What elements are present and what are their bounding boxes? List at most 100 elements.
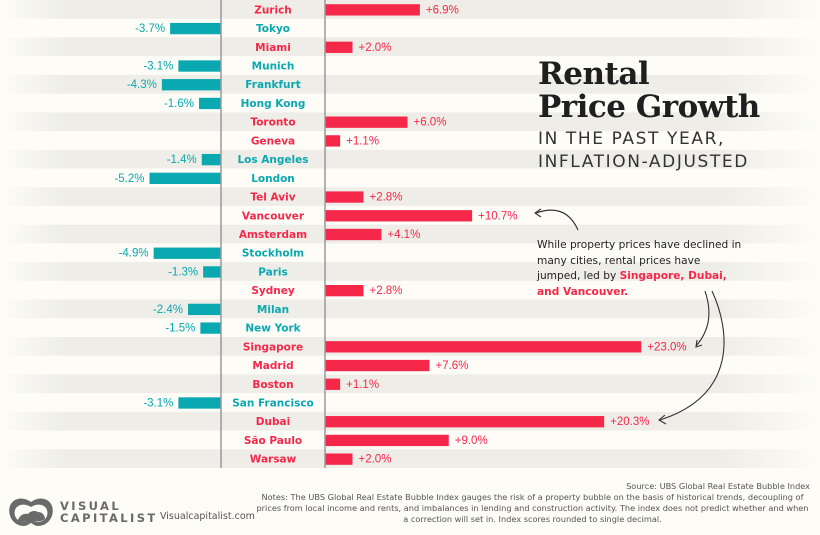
arrow-to-vancouver <box>535 209 579 231</box>
logo-line1: VISUAL <box>60 499 122 513</box>
bar-chart: Zurich Tokyo Miami Munich Frankfurt Hong Kong… <box>0 0 820 468</box>
category-label: São Paulo <box>244 435 302 447</box>
arrowhead-dubai <box>658 414 667 425</box>
annotation-arrows <box>534 208 725 425</box>
category-label: Stockholm <box>242 248 304 260</box>
category-label: Vancouver <box>242 210 305 222</box>
row-stripe <box>0 299 820 319</box>
value-label: -4.3% <box>127 79 157 91</box>
category-label: Warsaw <box>250 454 297 466</box>
category-label: Geneva <box>251 135 295 147</box>
bar-tokyo <box>170 22 221 35</box>
value-label: +10.7% <box>478 210 517 222</box>
bar-tel-aviv <box>325 191 364 203</box>
bar-hong-kong <box>199 97 221 110</box>
value-label: +6.9% <box>426 4 459 16</box>
value-label: +7.6% <box>436 360 469 372</box>
value-label: +4.1% <box>387 229 420 241</box>
value-label: +2.8% <box>370 285 403 297</box>
value-label: +1.1% <box>346 379 379 391</box>
bar-geneva <box>325 135 341 147</box>
bar-stockholm <box>153 247 221 259</box>
chart-title-line2: Price Growth <box>538 89 760 125</box>
category-label: Amsterdam <box>239 229 307 241</box>
value-label: -1.6% <box>164 98 194 110</box>
category-label: Dubai <box>256 416 290 428</box>
category-label: Milan <box>257 304 289 316</box>
category-label: Singapore <box>243 341 303 353</box>
annotation-highlight: Singapore, Dubai, and Vancouver. <box>537 270 727 298</box>
bar-zurich <box>325 4 420 16</box>
annotation: While property prices have declined in m… <box>537 238 742 300</box>
row-stripe <box>0 374 820 394</box>
bar-san-francisco <box>178 397 221 409</box>
category-label: New York <box>245 323 301 335</box>
bar-warsaw <box>325 453 353 465</box>
chart-subtitle-line1: IN THE PAST YEAR, <box>538 129 725 149</box>
bar-munich <box>178 60 221 72</box>
category-label: Madrid <box>252 360 293 372</box>
bar-new-york <box>200 322 221 334</box>
bar-miami <box>325 41 353 53</box>
category-label: Frankfurt <box>245 79 300 91</box>
value-label: +23.0% <box>647 341 686 353</box>
category-label: San Francisco <box>232 397 314 409</box>
chart-subtitle-line2: INFLATION-ADJUSTED <box>538 152 749 172</box>
source-note: Source: UBS Global Real Estate Bubble In… <box>626 481 810 491</box>
value-label: -3.7% <box>135 23 165 35</box>
value-label: -5.2% <box>114 173 144 185</box>
category-label: Tokyo <box>256 23 290 35</box>
bar-los-angeles <box>201 153 221 166</box>
value-label: +2.0% <box>359 454 392 466</box>
website-link[interactable]: Visualcapitalist.com <box>160 511 255 522</box>
arrowhead-vancouver <box>534 208 542 218</box>
notes: Notes: The UBS Global Real Estate Bubble… <box>90 492 810 525</box>
logo-line2: CAPITALIST <box>60 511 158 525</box>
value-labels: +6.9% -3.7% +2.0% -3.1% -4.3% -1.6% +6.0% +1.1%… <box>114 4 686 465</box>
notes-text: Notes: The UBS Global Real Estate Bubble… <box>256 492 809 524</box>
category-label: Sydney <box>251 285 295 297</box>
logo-icon <box>9 498 53 526</box>
value-label: -1.5% <box>165 323 195 335</box>
bar-toronto <box>325 116 408 128</box>
value-label: +2.8% <box>370 192 403 204</box>
chart-title-line1: Rental <box>538 56 650 92</box>
arrow-to-singapore <box>695 290 710 347</box>
category-label: Los Angeles <box>237 154 308 166</box>
category-label: Hong Kong <box>241 98 306 110</box>
annotation-text: While property prices have declined in m… <box>537 239 742 282</box>
row-stripe <box>0 449 820 468</box>
category-label: Boston <box>252 379 293 391</box>
title-block: Rental Price Growth IN THE PAST YEAR, IN… <box>538 58 760 174</box>
category-label: Toronto <box>250 117 295 129</box>
category-label: Zurich <box>254 4 292 16</box>
value-label: -1.3% <box>168 266 198 278</box>
value-label: +6.0% <box>414 117 447 129</box>
bar-frankfurt <box>161 79 221 91</box>
bar-madrid <box>325 359 430 372</box>
visual-capitalist-logo: VISUAL CAPITALIST <box>8 496 158 528</box>
category-label: Munich <box>252 61 295 73</box>
value-label: -2.4% <box>153 304 183 316</box>
row-stripe <box>0 37 820 57</box>
row-stripe <box>0 187 820 206</box>
category-label: London <box>251 173 295 185</box>
arrow-to-dubai <box>659 290 725 421</box>
row-stripe <box>0 224 820 244</box>
bar-amsterdam <box>325 228 382 241</box>
category-label: Miami <box>255 42 291 54</box>
bar-s-o-paulo <box>325 434 449 447</box>
row-stripe <box>0 112 820 132</box>
bars <box>149 4 642 465</box>
axes <box>220 0 326 468</box>
bar-sydney <box>325 285 364 297</box>
value-label: -3.1% <box>143 61 173 73</box>
bar-milan <box>188 303 221 316</box>
bar-boston <box>325 378 341 390</box>
value-label: +1.1% <box>346 135 379 147</box>
bar-dubai <box>325 416 605 428</box>
category-label: Tel Aviv <box>250 192 295 204</box>
bar-paris <box>203 266 221 278</box>
value-label: -1.4% <box>167 154 197 166</box>
bar-london <box>149 172 221 184</box>
